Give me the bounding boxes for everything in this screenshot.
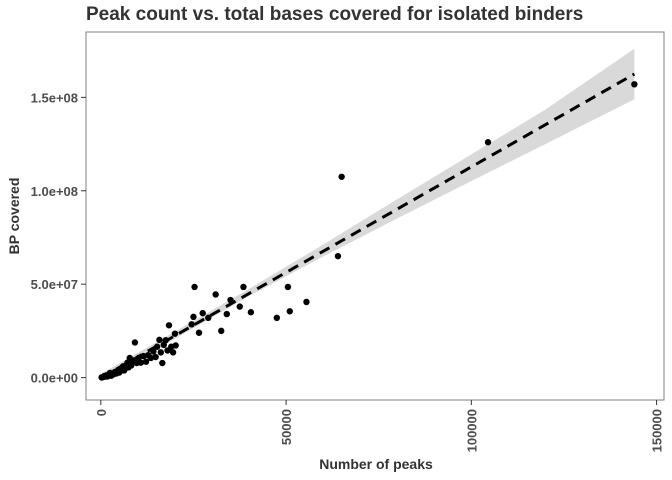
y-tick-label: 0.0e+00 — [31, 371, 78, 386]
data-point — [223, 310, 230, 318]
confidence-band — [100, 48, 635, 383]
x-axis-label: Number of peaks — [319, 456, 433, 472]
data-point — [199, 309, 206, 317]
fit-line-layer — [100, 72, 636, 380]
data-point — [334, 252, 342, 260]
data-point — [172, 342, 179, 349]
y-tick-label: 5.0e+07 — [31, 277, 78, 292]
y-tick-label: 1.0e+08 — [31, 184, 78, 199]
data-point — [240, 283, 247, 291]
data-point — [152, 353, 159, 361]
data-point — [142, 358, 150, 365]
data-point — [147, 354, 155, 362]
data-point — [169, 349, 177, 356]
data-point — [286, 308, 293, 315]
x-axis: 0 50000 100000 150000 — [94, 400, 665, 452]
data-point — [273, 314, 281, 322]
data-point — [303, 298, 310, 306]
data-point — [190, 313, 197, 321]
data-point — [195, 329, 203, 336]
data-point — [218, 327, 225, 335]
data-point — [137, 359, 145, 366]
data-point — [205, 314, 212, 322]
data-point — [131, 339, 139, 346]
x-tick-label: 0 — [94, 409, 109, 416]
data-point — [188, 321, 195, 328]
data-point — [236, 303, 243, 310]
data-point — [631, 81, 638, 88]
data-point — [157, 349, 165, 356]
x-tick-label: 50000 — [279, 409, 294, 445]
data-point — [212, 291, 219, 298]
data-point — [284, 283, 292, 291]
ci-band-layer — [100, 48, 635, 383]
data-point — [128, 362, 135, 369]
data-point — [165, 322, 173, 329]
y-tick-label: 1.5e+08 — [31, 90, 78, 105]
chart-title: Peak count vs. total bases covered for i… — [86, 4, 584, 25]
regression-line — [100, 72, 636, 380]
data-point — [338, 173, 345, 180]
data-point — [156, 336, 163, 344]
data-point — [191, 283, 198, 291]
panel-border — [85, 31, 665, 401]
x-tick-label: 150000 — [650, 409, 665, 452]
data-point — [484, 139, 492, 146]
data-point — [140, 352, 147, 360]
data-point — [171, 330, 179, 337]
data-point — [159, 359, 166, 367]
y-axis: 0.0e+00 5.0e+07 1.0e+08 1.5e+08 — [31, 90, 86, 386]
data-point — [247, 309, 255, 316]
x-tick-label: 100000 — [464, 409, 479, 452]
